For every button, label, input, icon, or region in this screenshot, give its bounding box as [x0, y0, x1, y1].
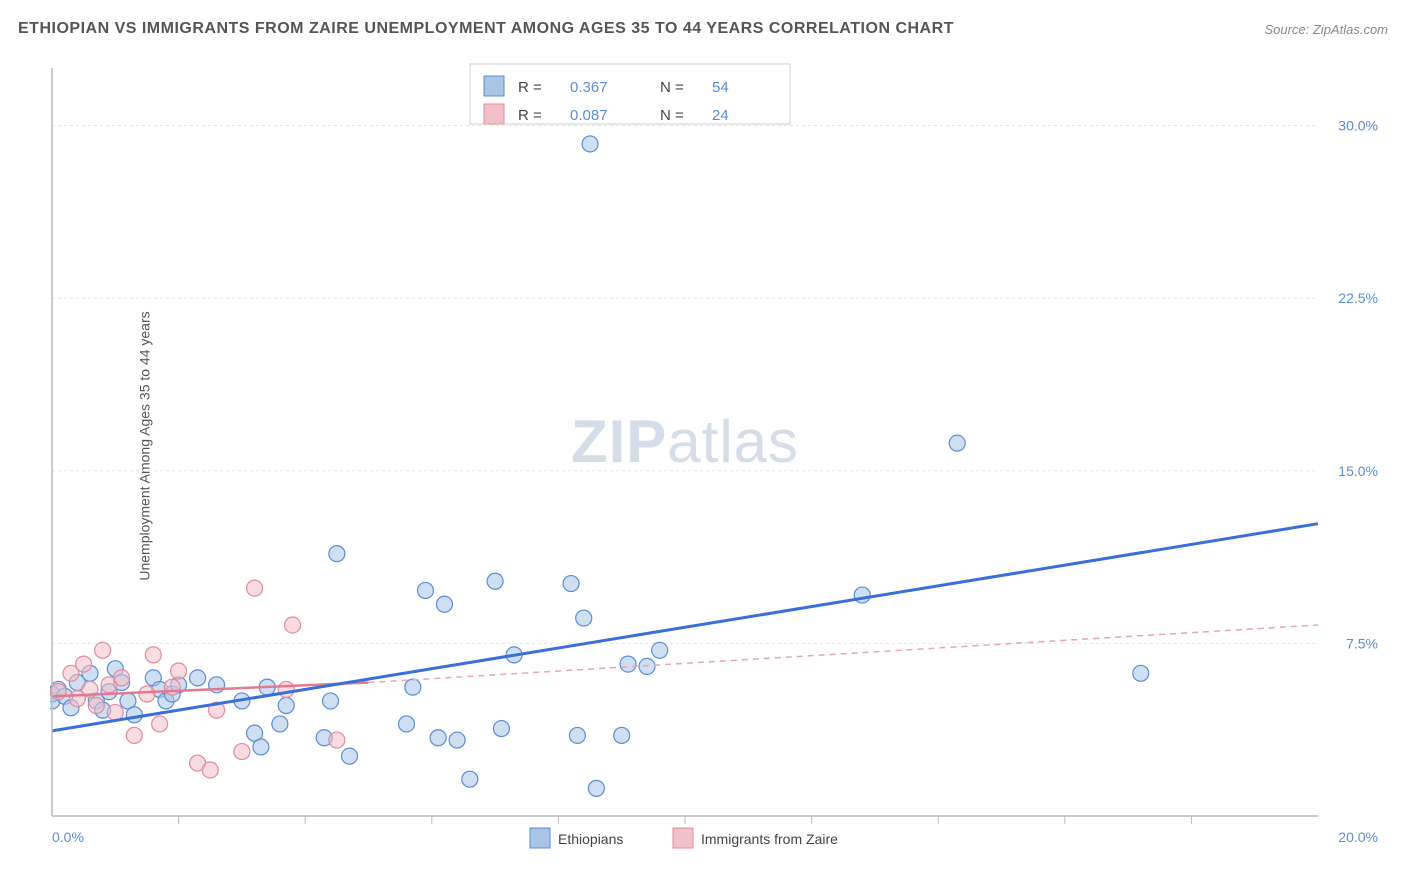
- data-point: [190, 670, 206, 686]
- series-swatch: [673, 828, 693, 848]
- data-point: [398, 716, 414, 732]
- x-label-left: 0.0%: [52, 829, 84, 845]
- data-point: [126, 727, 142, 743]
- data-point: [88, 698, 104, 714]
- data-point: [107, 704, 123, 720]
- legend-r-label: R =: [518, 79, 542, 96]
- data-point: [126, 707, 142, 723]
- chart-source: Source: ZipAtlas.com: [1264, 22, 1388, 37]
- data-point: [576, 610, 592, 626]
- data-point: [417, 582, 433, 598]
- data-point: [569, 727, 585, 743]
- data-point: [139, 686, 155, 702]
- data-point: [563, 576, 579, 592]
- data-point: [329, 546, 345, 562]
- data-point: [272, 716, 288, 732]
- data-point: [462, 771, 478, 787]
- y-tick-label: 7.5%: [1346, 635, 1378, 651]
- y-tick-label: 15.0%: [1338, 463, 1378, 479]
- data-point: [329, 732, 345, 748]
- data-point: [639, 658, 655, 674]
- data-point: [582, 136, 598, 152]
- data-point: [652, 642, 668, 658]
- data-point: [234, 744, 250, 760]
- trend-line-ethiopians: [52, 524, 1318, 731]
- legend-r-value: 0.087: [570, 107, 608, 124]
- series-swatch: [530, 828, 550, 848]
- series-label: Immigrants from Zaire: [701, 831, 838, 847]
- data-point: [253, 739, 269, 755]
- data-point: [614, 727, 630, 743]
- legend-n-value: 24: [712, 107, 729, 124]
- data-point: [171, 663, 187, 679]
- data-point: [493, 721, 509, 737]
- data-point: [114, 670, 130, 686]
- x-label-right: 20.0%: [1338, 829, 1378, 845]
- y-tick-label: 30.0%: [1338, 118, 1378, 134]
- data-point: [342, 748, 358, 764]
- legend-r-value: 0.367: [570, 79, 608, 96]
- data-point: [430, 730, 446, 746]
- data-point: [323, 693, 339, 709]
- data-point: [285, 617, 301, 633]
- data-point: [278, 698, 294, 714]
- legend-swatch: [484, 104, 504, 124]
- data-point: [405, 679, 421, 695]
- data-point: [436, 596, 452, 612]
- data-point: [588, 780, 604, 796]
- data-point: [202, 762, 218, 778]
- chart-title: ETHIOPIAN VS IMMIGRANTS FROM ZAIRE UNEMP…: [18, 20, 954, 38]
- data-point: [164, 679, 180, 695]
- data-point: [95, 642, 111, 658]
- data-point: [152, 716, 168, 732]
- data-point: [449, 732, 465, 748]
- legend-n-value: 54: [712, 79, 729, 96]
- watermark: ZIPatlas: [571, 408, 799, 475]
- y-tick-label: 22.5%: [1338, 290, 1378, 306]
- data-point: [247, 580, 263, 596]
- chart-area: 7.5% 15.0% 22.5% 30.0% ZIPatlas 0.0% 20.0% R = 0…: [50, 60, 1388, 852]
- data-point: [145, 647, 161, 663]
- data-point: [487, 573, 503, 589]
- data-point: [620, 656, 636, 672]
- chart-header: ETHIOPIAN VS IMMIGRANTS FROM ZAIRE UNEMP…: [18, 20, 1388, 38]
- data-point: [949, 435, 965, 451]
- legend-n-label: N =: [660, 107, 684, 124]
- scatter-chart: 7.5% 15.0% 22.5% 30.0% ZIPatlas 0.0% 20.0% R = 0…: [50, 60, 1388, 852]
- legend-r-label: R =: [518, 107, 542, 124]
- data-point: [278, 681, 294, 697]
- data-point: [76, 656, 92, 672]
- legend-swatch: [484, 76, 504, 96]
- data-point: [1133, 665, 1149, 681]
- series-label: Ethiopians: [558, 831, 623, 847]
- legend-n-label: N =: [660, 79, 684, 96]
